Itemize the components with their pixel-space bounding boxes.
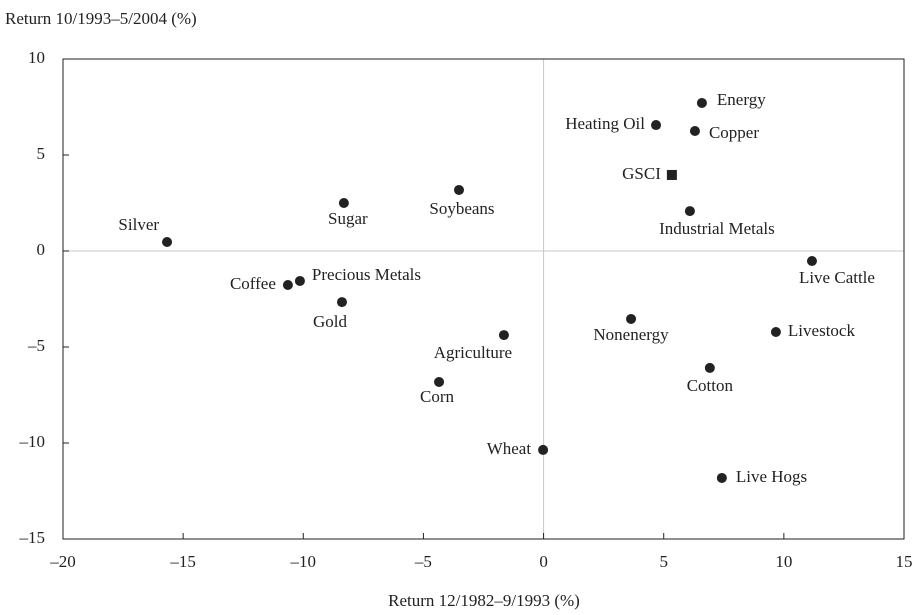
plot-frame	[62, 58, 905, 540]
point-label: Industrial Metals	[659, 219, 775, 238]
point-marker	[770, 327, 781, 338]
x-tick-label: 5	[659, 552, 668, 571]
point-label: Live Cattle	[799, 268, 875, 287]
x-tick-label: 10	[775, 552, 792, 571]
point-marker	[453, 184, 464, 195]
point-label: Agriculture	[434, 343, 512, 362]
point-marker	[434, 376, 445, 387]
point-marker	[294, 275, 305, 286]
point-marker	[666, 169, 677, 180]
point-label: Heating Oil	[565, 114, 645, 133]
point-label: Corn	[420, 387, 455, 406]
point-label: Copper	[709, 123, 759, 142]
point-label: Precious Metals	[312, 265, 421, 284]
y-tick-label: 10	[28, 48, 45, 67]
y-tick-label: 5	[37, 144, 46, 163]
point-marker	[626, 313, 637, 324]
point-label: Wheat	[487, 439, 532, 458]
x-axis-title: Return 12/1982–9/1993 (%)	[388, 591, 580, 610]
point-marker	[806, 255, 817, 266]
point-marker	[338, 198, 349, 208]
point-label: Live Hogs	[736, 467, 807, 486]
y-tick-label: –15	[19, 528, 46, 547]
point-marker	[696, 97, 707, 108]
y-tick-label: –10	[19, 432, 46, 451]
x-tick-label: –20	[49, 552, 76, 571]
point-label: Sugar	[328, 209, 368, 228]
point-label: Coffee	[230, 274, 276, 293]
y-axis-title: Return 10/1993–5/2004 (%)	[5, 9, 197, 28]
point-label: Livestock	[788, 321, 856, 340]
y-tick-label: 0	[37, 240, 46, 259]
point-marker	[689, 126, 700, 136]
x-tick-label: 15	[896, 552, 913, 571]
point-label: GSCI	[622, 164, 661, 183]
point-label: Soybeans	[429, 199, 494, 218]
point-label: Cotton	[687, 376, 734, 395]
point-marker	[538, 444, 549, 455]
point-marker	[651, 120, 662, 131]
point-marker	[162, 236, 173, 247]
x-tick-label: –15	[169, 552, 196, 571]
x-tick-label: –10	[290, 552, 317, 571]
point-marker	[716, 472, 727, 483]
point-marker	[684, 206, 695, 217]
point-marker	[336, 297, 347, 308]
point-marker	[498, 330, 509, 341]
point-label: Nonenergy	[593, 325, 669, 344]
y-tick-label: –5	[27, 336, 45, 355]
point-label: Silver	[118, 215, 159, 234]
x-tick-label: –5	[414, 552, 432, 571]
point-label: Gold	[313, 312, 348, 331]
point-marker	[704, 362, 715, 373]
x-tick-label: 0	[539, 552, 548, 571]
point-marker	[282, 279, 293, 290]
point-label: Energy	[717, 90, 766, 109]
